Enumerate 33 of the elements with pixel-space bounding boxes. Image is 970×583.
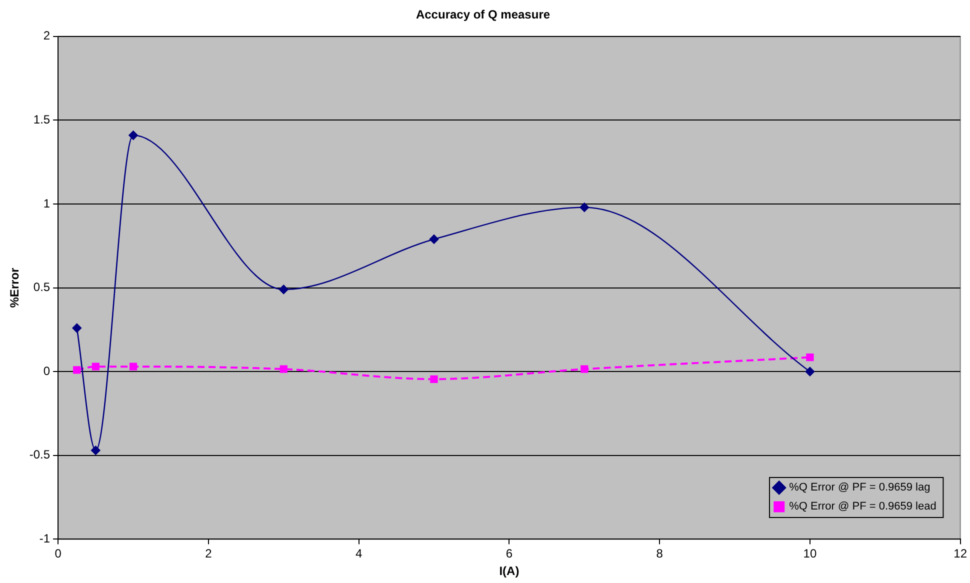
chart-title: Accuracy of Q measure [416, 8, 550, 22]
x-tick-label: 8 [656, 546, 664, 561]
y-tick-label: 2 [43, 28, 50, 43]
point [278, 284, 288, 294]
point [280, 365, 288, 373]
point [580, 202, 590, 212]
y-tick-label: 0.5 [33, 280, 50, 294]
x-tick-label: 12 [954, 546, 968, 561]
x-tick-label: 6 [506, 546, 513, 561]
x-axis-title: I(A) [499, 564, 520, 578]
point [128, 130, 138, 140]
y-tick-label: -0.5 [29, 448, 50, 462]
legend-label: %Q Error @ PF = 0.9659 lead [789, 500, 936, 513]
y-tick-label: 1.5 [33, 112, 50, 127]
point [429, 234, 439, 244]
y-tick-label: 0 [43, 364, 50, 378]
point [72, 323, 82, 333]
y-tick-label: 1 [43, 196, 50, 210]
point [91, 446, 100, 456]
y-tick-label: -1 [39, 532, 50, 546]
x-tick-label: 2 [205, 546, 212, 561]
x-tick-label: 0 [54, 546, 62, 561]
legend-label: %Q Error @ PF = 0.9659 lag [789, 482, 930, 494]
point [92, 362, 100, 370]
point [805, 366, 815, 376]
point [430, 375, 438, 383]
x-tick-label: 10 [803, 546, 817, 561]
x-tick-label: 4 [355, 546, 362, 561]
y-axis-title: %Error [8, 267, 22, 308]
point [806, 354, 814, 362]
point [73, 366, 81, 374]
point [129, 362, 138, 370]
point [580, 365, 588, 373]
